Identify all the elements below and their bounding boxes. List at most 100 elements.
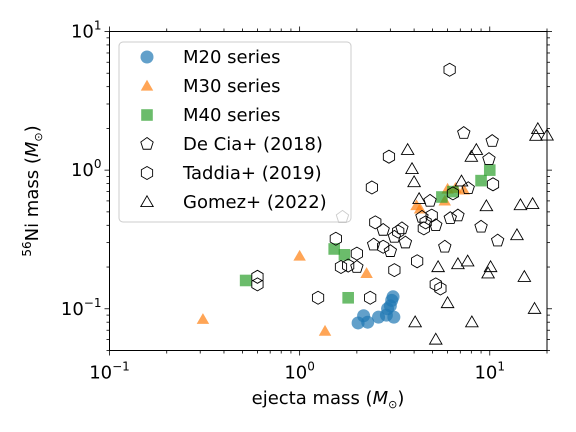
data-point — [365, 180, 379, 195]
legend-label: M30 series — [183, 76, 280, 97]
legend-label: Gomez+ (2022) — [183, 192, 327, 213]
series-3 — [239, 164, 496, 304]
data-point — [342, 291, 354, 304]
legend-item: Taddia+ (2019) — [140, 163, 322, 184]
data-point — [429, 218, 443, 232]
data-point — [369, 215, 382, 230]
data-point — [483, 259, 498, 273]
data-point — [311, 290, 325, 305]
data-point — [450, 256, 465, 270]
data-point — [482, 152, 496, 165]
legend-item: De Cia+ (2018) — [140, 134, 323, 155]
data-point — [460, 254, 475, 267]
data-point — [457, 126, 471, 139]
legend-label: De Cia+ (2018) — [183, 134, 323, 155]
data-point — [486, 177, 500, 192]
data-point — [398, 235, 413, 249]
data-point — [474, 219, 488, 233]
data-point — [338, 249, 351, 261]
data-point — [447, 185, 459, 198]
data-point — [360, 267, 373, 278]
data-point — [383, 244, 398, 257]
data-point — [350, 259, 364, 273]
legend-label: Taddia+ (2019) — [182, 163, 322, 184]
data-point — [454, 174, 469, 187]
legend: M20 series M30 series M40 series De Cia+ (2… — [118, 41, 352, 223]
x-axis-label: ejecta mass (M⊙) — [252, 388, 405, 411]
data-point — [293, 249, 306, 261]
axis-ticks — [104, 26, 552, 356]
legend-marker — [140, 79, 154, 91]
data-point — [387, 310, 401, 324]
legend-marker — [140, 165, 154, 181]
data-point — [525, 196, 540, 210]
data-point — [334, 260, 348, 275]
data-point — [438, 239, 452, 253]
data-point — [436, 191, 448, 203]
y-tick-label: 101 — [71, 19, 102, 43]
legend-item: M40 series — [141, 105, 280, 126]
data-point — [404, 161, 420, 174]
data-point — [528, 128, 543, 141]
data-point — [361, 315, 375, 329]
data-point — [464, 149, 479, 162]
data-point — [408, 315, 423, 328]
y-tick-label: 100 — [71, 157, 102, 181]
data-point — [417, 221, 430, 236]
data-point — [485, 134, 499, 147]
legend-marker — [141, 109, 153, 121]
data-point — [513, 197, 528, 211]
data-point — [400, 142, 415, 155]
data-point — [387, 229, 402, 243]
data-point — [457, 183, 471, 195]
data-point — [251, 277, 264, 292]
data-point — [464, 315, 479, 328]
data-point — [451, 208, 465, 222]
data-point — [469, 142, 484, 155]
data-point — [479, 199, 494, 212]
x-tick-label: 100 — [284, 360, 315, 384]
data-point — [411, 254, 424, 269]
data-point — [392, 224, 405, 239]
legend-marker — [139, 194, 155, 208]
legend-marker — [140, 50, 154, 64]
series-1 — [351, 290, 401, 330]
data-point — [350, 246, 363, 261]
data-point — [431, 259, 446, 273]
data-point — [434, 281, 447, 296]
data-point — [342, 258, 355, 273]
legend-marker — [140, 136, 154, 150]
series-4 — [335, 126, 505, 273]
y-axis-label: 56Ni mass (M⊙) — [20, 125, 45, 256]
data-point — [490, 233, 505, 247]
data-point — [318, 324, 332, 336]
data-point — [377, 239, 390, 254]
legend-item: M20 series — [140, 47, 280, 68]
data-point — [517, 269, 532, 282]
data-point — [425, 208, 438, 223]
data-point — [509, 227, 524, 241]
data-point — [419, 215, 432, 230]
data-point — [364, 290, 377, 305]
data-point — [328, 243, 341, 255]
axis-tick-labels: 10−1 100 101 10−1 100 101 — [61, 19, 505, 384]
data-point — [196, 313, 210, 324]
data-point — [386, 290, 400, 304]
legend-label: M40 series — [183, 105, 280, 126]
data-point — [239, 274, 252, 287]
y-tick-label: 10−1 — [61, 296, 102, 320]
data-point — [329, 231, 342, 246]
data-point — [446, 186, 459, 201]
x-tick-label: 10−1 — [89, 360, 130, 384]
data-point — [429, 277, 442, 292]
x-tick-label: 101 — [474, 360, 505, 384]
legend-box — [118, 41, 352, 223]
data-point — [527, 301, 542, 314]
data-point — [530, 121, 545, 135]
data-point — [443, 62, 456, 77]
data-point — [415, 209, 429, 223]
legend-item: Gomez+ (2022) — [139, 192, 327, 213]
data-point — [382, 149, 396, 164]
